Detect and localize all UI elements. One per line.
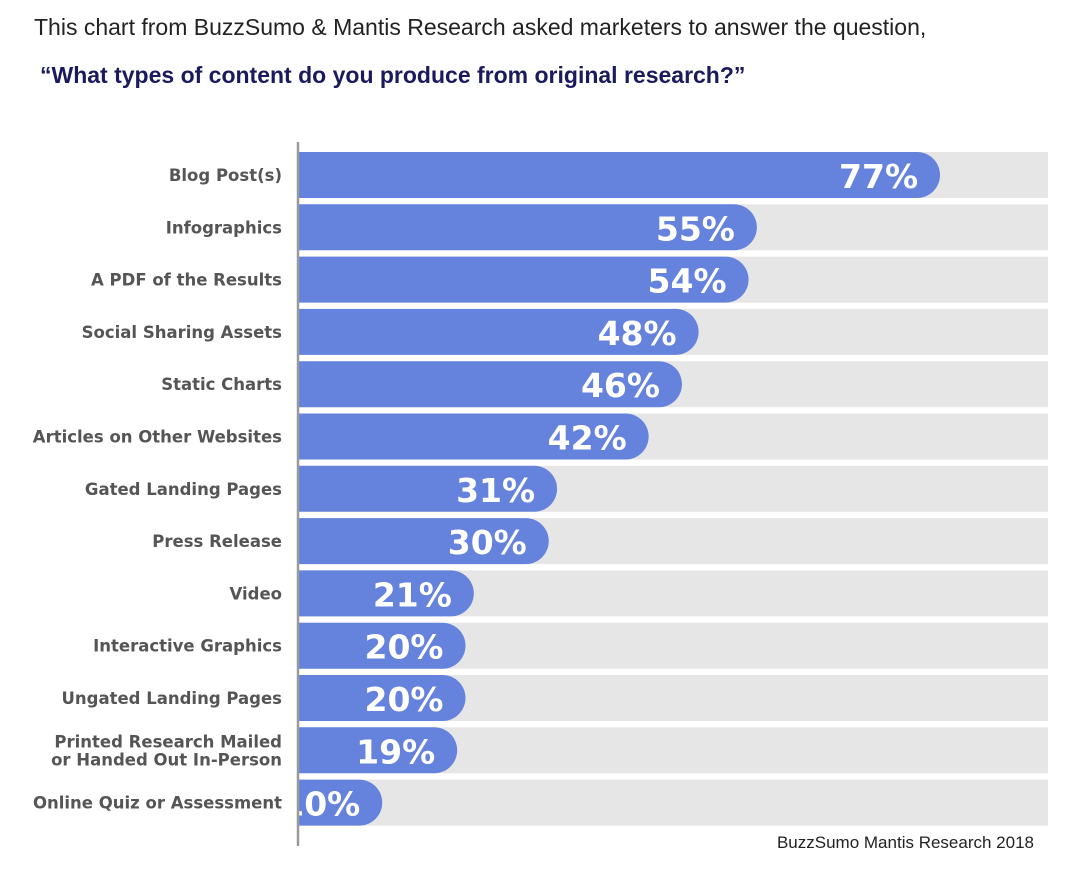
- bar: [299, 465, 558, 512]
- chart-intro-text: This chart from BuzzSumo & Mantis Resear…: [34, 14, 927, 40]
- category-label: Infographics: [166, 218, 282, 237]
- bar-value-label: 20%: [365, 628, 444, 667]
- category-label: Static Charts: [161, 375, 282, 394]
- bar-value-label: 77%: [839, 157, 918, 196]
- category-label: Interactive Graphics: [93, 637, 282, 656]
- bar: [299, 727, 458, 774]
- bar: [299, 204, 757, 251]
- bar: [299, 152, 941, 198]
- category-label: A PDF of the Results: [91, 271, 282, 290]
- bar: [299, 675, 466, 721]
- category-label: Online Quiz or Assessment: [33, 794, 282, 813]
- category-label: Ungated Landing Pages: [62, 689, 283, 708]
- category-label: Gated Landing Pages: [85, 480, 282, 499]
- bar: [299, 256, 749, 303]
- chart-question-title: “What types of content do you produce fr…: [40, 62, 746, 88]
- source-credit: BuzzSumo Mantis Research 2018: [776, 833, 1034, 852]
- bar-value-label: 42%: [548, 419, 627, 458]
- category-label: Social Sharing Assets: [82, 323, 283, 342]
- bar-value-label: 31%: [456, 471, 535, 510]
- bar: [299, 361, 682, 408]
- bar-value-label: 10%: [281, 785, 360, 824]
- category-label: Video: [230, 584, 282, 603]
- category-label: Printed Research Mailed or Handed Out In-…: [51, 732, 282, 769]
- bar-value-label: 54%: [648, 262, 727, 301]
- bar: [299, 308, 699, 355]
- bar-value-label: 19%: [356, 732, 435, 771]
- bar-value-label: 20%: [365, 680, 444, 719]
- bar-track: [299, 779, 1048, 826]
- bar-value-label: 46%: [581, 366, 660, 405]
- bar-value-label: 30%: [448, 523, 527, 562]
- bar-value-label: 21%: [373, 575, 452, 614]
- bar: [299, 779, 383, 826]
- category-label: Press Release: [152, 532, 282, 551]
- bar-value-label: 55%: [656, 209, 735, 248]
- bar: [299, 622, 466, 669]
- category-label: Blog Post(s): [169, 166, 282, 185]
- bar: [299, 570, 474, 617]
- bar: [299, 413, 649, 460]
- bar: [299, 518, 549, 565]
- category-label: Articles on Other Websites: [33, 428, 282, 447]
- bar-value-label: 48%: [598, 314, 677, 353]
